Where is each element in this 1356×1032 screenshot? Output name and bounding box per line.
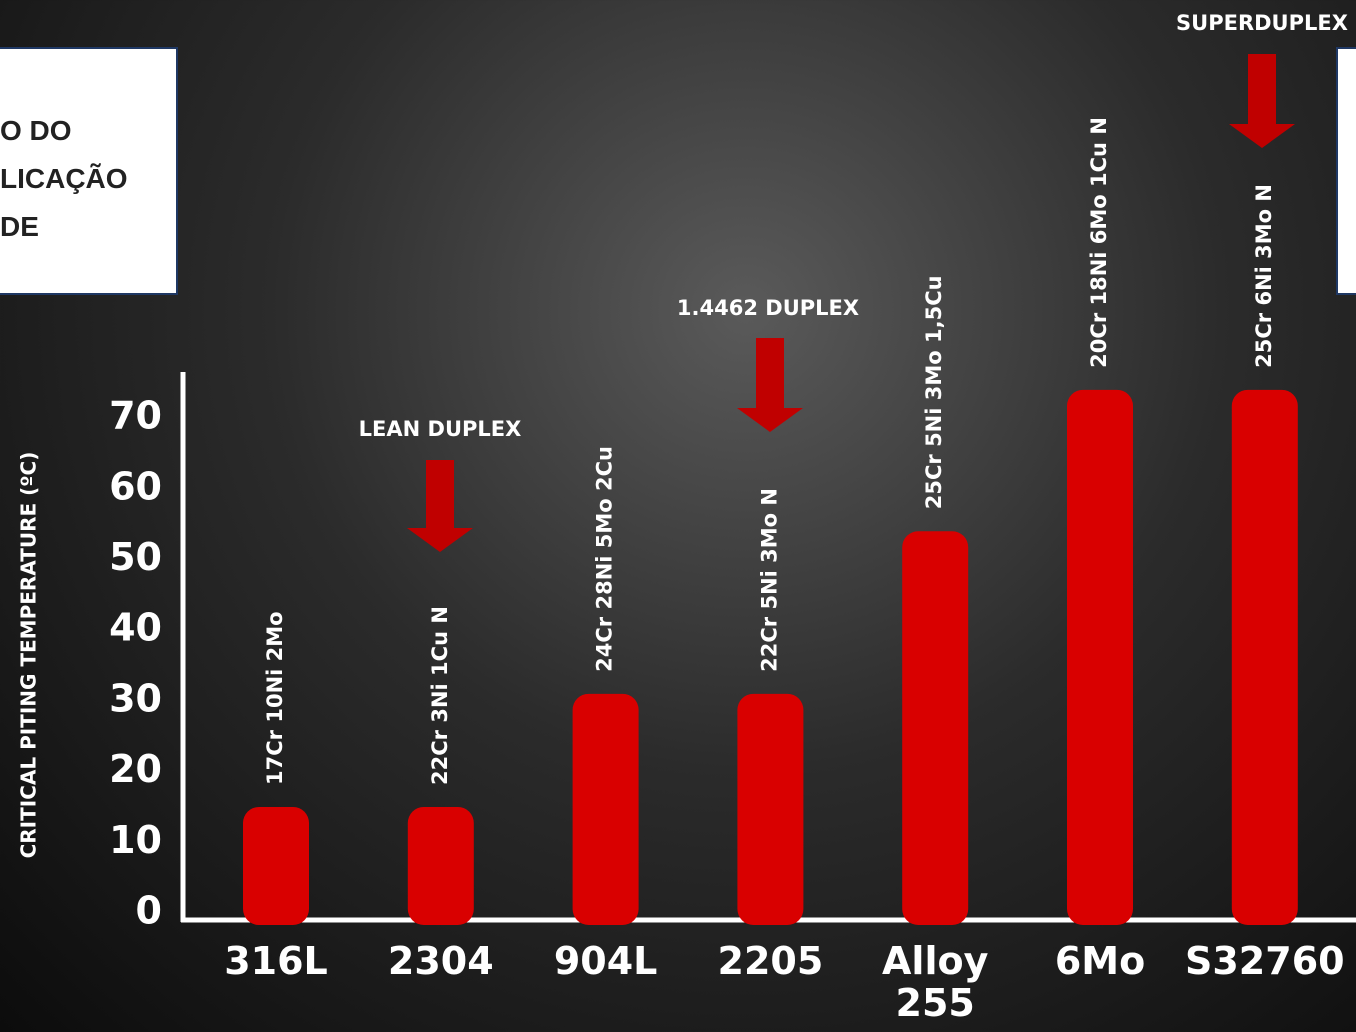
bar-label: 17Cr 10Ni 2Mo bbox=[263, 611, 287, 785]
bar-label: 22Cr 3Ni 1Cu N bbox=[428, 606, 452, 785]
bar-label: 25Cr 5Ni 3Mo 1,5Cu bbox=[922, 275, 946, 509]
left-box: O DO LICAÇÃO DE bbox=[0, 47, 178, 295]
bar-label: 22Cr 5Ni 3Mo N bbox=[757, 488, 781, 672]
bar bbox=[1067, 389, 1133, 925]
y-tick-label: 30 bbox=[109, 676, 162, 720]
box-line: O DO bbox=[0, 115, 72, 146]
annotation: 1.4462 DUPLEX bbox=[677, 296, 859, 320]
bar bbox=[243, 806, 309, 925]
x-tick-label: Alloy 255 bbox=[882, 939, 989, 1025]
box-line: DE bbox=[0, 211, 39, 242]
bar bbox=[737, 693, 804, 925]
x-tick-label: 6Mo bbox=[1054, 939, 1146, 983]
right-box bbox=[1336, 47, 1356, 295]
annotation: LEAN DUPLEX bbox=[359, 417, 522, 441]
x-tick-label: 904L bbox=[553, 939, 658, 983]
x-tick-label: 2304 bbox=[387, 939, 494, 983]
y-tick-label: 50 bbox=[109, 535, 162, 579]
bar-label: 25Cr 6Ni 3Mo N bbox=[1252, 184, 1276, 368]
y-tick-label: 0 bbox=[136, 889, 162, 933]
y-tick-label: 20 bbox=[109, 747, 162, 791]
bar bbox=[902, 531, 969, 925]
y-axis-title: CRITICAL PITING TEMPERATURE (ºC) bbox=[17, 452, 41, 859]
box-line: LICAÇÃO bbox=[0, 163, 128, 194]
y-tick-label: 10 bbox=[109, 818, 162, 862]
y-tick-label: 70 bbox=[109, 394, 162, 438]
bar-label: 24Cr 28Ni 5Mo 2Cu bbox=[593, 446, 617, 672]
x-tick-label: 316L bbox=[224, 939, 328, 983]
arrow bbox=[737, 338, 803, 432]
bar bbox=[572, 693, 639, 925]
annotation: SUPERDUPLEX bbox=[1176, 11, 1348, 35]
arrow bbox=[407, 460, 473, 552]
bar-label: 20Cr 18Ni 6Mo 1Cu N bbox=[1087, 117, 1111, 368]
y-tick-label: 60 bbox=[109, 464, 162, 508]
x-tick-label: 2205 bbox=[717, 939, 824, 983]
x-tick-label: S32760 bbox=[1185, 939, 1345, 983]
y-tick-label: 40 bbox=[109, 606, 162, 650]
arrow bbox=[1229, 54, 1295, 148]
bar bbox=[407, 806, 474, 925]
bar bbox=[1231, 389, 1298, 925]
